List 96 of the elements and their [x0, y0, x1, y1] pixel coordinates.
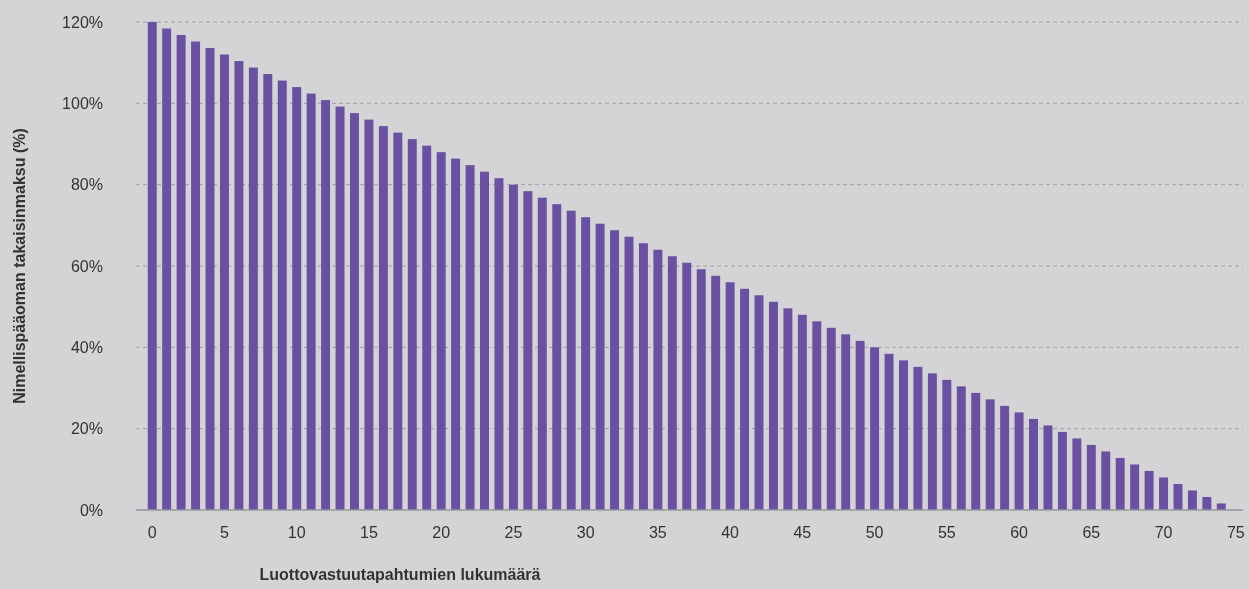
- bar: [292, 87, 302, 510]
- y-axis-title: Nimellispääoman takaisinmaksu (%): [11, 128, 28, 404]
- bar: [913, 366, 923, 510]
- bar: [653, 249, 663, 510]
- y-tick-label: 20%: [70, 420, 103, 438]
- bar: [581, 217, 591, 510]
- x-tick-label: 20: [432, 524, 451, 541]
- bar: [508, 184, 518, 510]
- bar: [1057, 431, 1067, 510]
- bar: [393, 132, 403, 510]
- bar: [1216, 503, 1226, 510]
- x-tick-label: 10: [287, 524, 306, 541]
- bar: [942, 379, 952, 510]
- bar: [812, 321, 822, 510]
- x-tick-label: 35: [648, 524, 667, 541]
- bar: [711, 275, 721, 510]
- x-tick-label: 40: [721, 524, 740, 541]
- bar: [480, 171, 489, 510]
- bar: [436, 152, 446, 510]
- bar: [277, 80, 287, 510]
- x-tick-label: 0: [147, 524, 157, 541]
- x-tick-label: 25: [504, 524, 523, 541]
- bar: [306, 93, 316, 510]
- bar: [364, 119, 374, 510]
- x-tick-label: 65: [1082, 524, 1101, 541]
- bar: [451, 158, 461, 510]
- bar: [927, 373, 937, 510]
- bar: [162, 28, 172, 510]
- bar: [870, 347, 880, 510]
- bar: [191, 41, 201, 510]
- bar: [465, 165, 475, 510]
- bar: [667, 256, 677, 510]
- bar: [971, 392, 981, 510]
- bar: [696, 269, 706, 510]
- x-tick-label: 30: [576, 524, 595, 541]
- bar: [1144, 470, 1154, 510]
- bar: [422, 145, 432, 510]
- bar: [884, 353, 894, 510]
- bar: [682, 262, 692, 510]
- x-tick-label: 50: [865, 524, 884, 541]
- bar: [725, 282, 735, 510]
- x-axis-title: Luottovastuutapahtumien lukumäärä: [259, 566, 541, 583]
- bar: [740, 288, 750, 510]
- bar: [956, 386, 966, 510]
- bar: [494, 178, 504, 510]
- bar: [248, 67, 258, 510]
- x-tick-label: 15: [360, 524, 378, 541]
- bar: [826, 327, 836, 510]
- bar: [407, 139, 417, 510]
- x-tick-label: 70: [1154, 524, 1173, 541]
- bar: [1072, 438, 1082, 510]
- bar: [1000, 405, 1010, 510]
- bar: [1115, 457, 1125, 510]
- bar: [768, 301, 778, 510]
- bar: [1202, 496, 1212, 510]
- bar: [335, 106, 345, 510]
- y-tick-label: 80%: [70, 176, 103, 194]
- bar: [1043, 425, 1053, 510]
- y-tick-label: 40%: [70, 338, 103, 356]
- bar: [219, 54, 229, 510]
- bar: [234, 61, 244, 510]
- bar: [638, 243, 648, 510]
- bar: [1187, 490, 1197, 510]
- bar: [378, 126, 388, 510]
- x-tick-label: 5: [220, 524, 230, 541]
- bar: [1101, 451, 1111, 510]
- x-tick-label: 55: [937, 524, 956, 541]
- bar: [523, 191, 533, 510]
- bar: [1029, 418, 1038, 510]
- bar: [595, 223, 605, 510]
- bar: [1014, 412, 1024, 510]
- bar: [1130, 464, 1140, 510]
- bar: [263, 74, 273, 510]
- bar: [610, 230, 620, 510]
- bar: [566, 210, 576, 510]
- x-tick-label: 60: [1010, 524, 1029, 541]
- x-tick-label: 45: [793, 524, 812, 541]
- bar: [841, 334, 851, 510]
- bar: [797, 314, 807, 510]
- y-tick-label: 100%: [62, 94, 103, 112]
- bar: [537, 197, 547, 510]
- bar: [321, 100, 331, 510]
- y-tick-label: 0%: [79, 501, 103, 519]
- bar: [147, 22, 157, 510]
- bar: [855, 340, 865, 510]
- bar: [985, 399, 995, 510]
- bar: [176, 35, 186, 510]
- x-tick-label: 75: [1226, 524, 1245, 541]
- bar: [1159, 477, 1169, 510]
- y-tick-label: 60%: [70, 257, 103, 275]
- y-tick-label: 120%: [62, 13, 103, 31]
- bar: [1086, 444, 1096, 510]
- bar: [552, 204, 562, 510]
- bar: [783, 308, 793, 510]
- bar: [899, 360, 908, 510]
- bar: [350, 113, 359, 510]
